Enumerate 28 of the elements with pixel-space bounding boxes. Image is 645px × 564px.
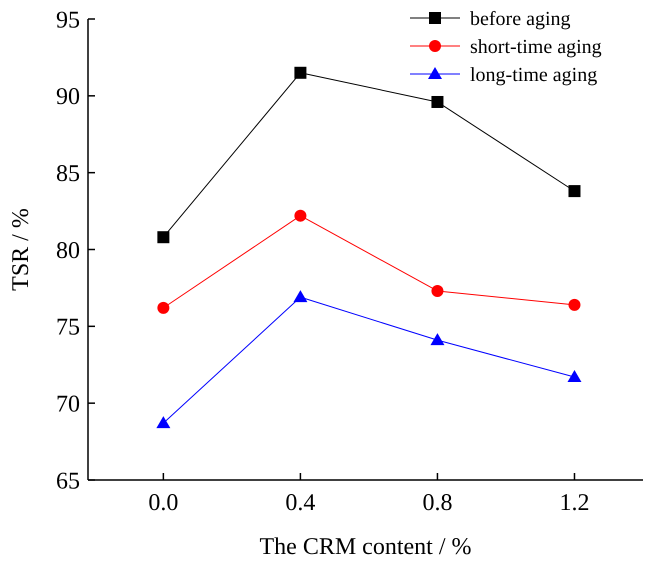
x-tick-label: 0.0 xyxy=(148,490,178,516)
point xyxy=(157,231,170,244)
point xyxy=(294,210,306,222)
point xyxy=(157,302,170,314)
y-tick-label: 70 xyxy=(56,392,80,418)
x-tick-label: 1.2 xyxy=(559,490,590,516)
x-tick-label: 0.8 xyxy=(422,490,452,516)
y-axis-title: TSR / % xyxy=(8,208,34,291)
y-tick-label: 85 xyxy=(56,161,80,188)
point xyxy=(567,370,582,382)
legend-label: long-time aging xyxy=(470,64,598,86)
point xyxy=(156,416,170,428)
point xyxy=(431,96,444,108)
point xyxy=(568,185,580,198)
y-tick-label: 90 xyxy=(56,84,80,110)
point xyxy=(431,284,444,297)
point xyxy=(294,66,306,79)
point xyxy=(568,298,580,311)
y-tick-label: 75 xyxy=(56,314,80,341)
y-tick-label: 80 xyxy=(56,238,80,264)
point xyxy=(430,333,444,346)
y-tick-label: 65 xyxy=(56,468,80,494)
legend-label: short-time aging xyxy=(470,36,602,58)
x-tick-label: 0.4 xyxy=(285,490,316,516)
point xyxy=(293,290,308,302)
x-axis-title: The CRM content / % xyxy=(260,534,472,560)
y-tick-label: 95 xyxy=(56,7,80,34)
legend-label: before aging xyxy=(470,8,571,30)
